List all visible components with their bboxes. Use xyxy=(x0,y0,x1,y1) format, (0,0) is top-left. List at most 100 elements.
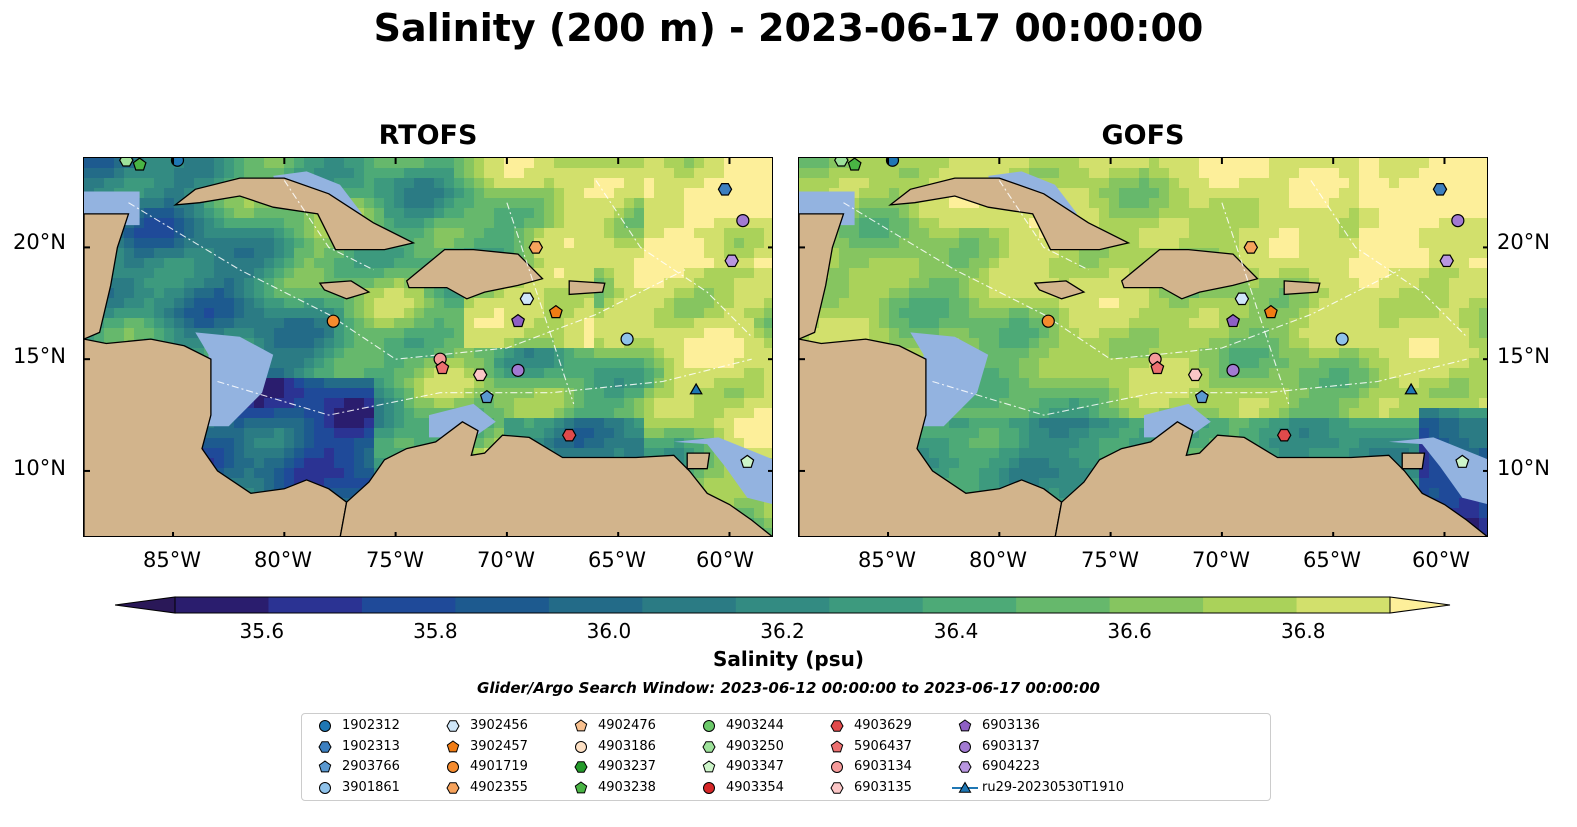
obs-marker-ru29-20230530T1910[interactable] xyxy=(689,382,703,395)
observation-legend: 1902312 1902313 2903766 3901861 3902456 39024… xyxy=(301,713,1271,801)
obs-marker-3902456[interactable] xyxy=(519,292,535,306)
obs-marker-4902355[interactable] xyxy=(1243,241,1259,254)
legend-marker-icon xyxy=(831,761,843,773)
boundary-line xyxy=(1221,202,1290,405)
obs-marker-5906437[interactable] xyxy=(1150,360,1165,375)
lon-label-70w-rtofs: 70°W xyxy=(477,548,535,572)
lat-label-right-10n: 10°N xyxy=(1497,456,1550,480)
land-mass xyxy=(888,177,1131,251)
obs-marker-1902313[interactable] xyxy=(717,183,733,196)
land-mass xyxy=(405,248,544,300)
colorbar-tick-label: 36.2 xyxy=(760,619,805,643)
land-mass xyxy=(1033,280,1086,300)
land-mass xyxy=(686,452,711,470)
obs-marker-6903137[interactable] xyxy=(1451,213,1465,228)
legend-item-label: 3902456 xyxy=(470,718,528,733)
obs-marker-4901719[interactable] xyxy=(326,314,340,328)
obs-marker-4903347[interactable] xyxy=(740,454,755,468)
obs-marker-3901861[interactable] xyxy=(1335,332,1349,346)
obs-marker-3902457[interactable] xyxy=(548,304,563,319)
boundary-line xyxy=(1310,180,1468,338)
boundary-line xyxy=(217,358,752,416)
obs-marker-6903137b[interactable] xyxy=(511,363,525,377)
legend-item-label: 1902313 xyxy=(342,738,400,754)
obs-marker-1902313[interactable] xyxy=(1432,183,1448,196)
obs-marker-6903137[interactable] xyxy=(736,213,750,228)
legend-item-label: 6903137 xyxy=(982,738,1040,754)
obs-marker-6904223[interactable] xyxy=(1439,254,1454,268)
obs-marker-6903137b[interactable] xyxy=(1226,363,1240,377)
land-mass xyxy=(318,280,371,300)
legend-marker-icon xyxy=(702,760,716,773)
boundary-line xyxy=(595,180,753,338)
lat-label-left-15n: 15°N xyxy=(13,344,66,368)
shelf-area xyxy=(429,403,496,438)
boundary-line xyxy=(998,180,1089,271)
legend-item-label: 4902355 xyxy=(470,779,528,795)
obs-marker-2903766[interactable] xyxy=(479,389,494,404)
legend-marker-icon xyxy=(702,740,716,753)
shelf-area xyxy=(673,437,772,504)
figure-title: Salinity (200 m) - 2023-06-17 00:00:00 xyxy=(373,6,1204,50)
obs-marker-4901719[interactable] xyxy=(1041,314,1055,328)
legend-marker-icon xyxy=(830,739,844,752)
obs-marker-2903766[interactable] xyxy=(1194,389,1209,404)
land-mass xyxy=(1283,280,1321,296)
legend-item-label: 5906437 xyxy=(854,738,912,754)
shelf-area xyxy=(910,332,989,427)
obs-marker-4903250[interactable] xyxy=(119,158,134,167)
legend-marker-icon xyxy=(703,720,715,732)
colorbar-label: Salinity (psu) xyxy=(712,647,864,671)
legend-item-label: 4903244 xyxy=(726,718,784,733)
obs-marker-1902312[interactable] xyxy=(170,158,185,167)
legend-marker-icon xyxy=(952,780,978,793)
obs-marker-4903347[interactable] xyxy=(1455,454,1470,468)
obs-marker-4903629[interactable] xyxy=(1276,428,1292,442)
panel-title-rtofs: RTOFS xyxy=(378,120,478,151)
obs-marker-3901861[interactable] xyxy=(620,332,634,346)
land-mass xyxy=(1054,421,1487,536)
colorbar-bin xyxy=(1296,597,1391,613)
legend-marker-icon xyxy=(574,719,588,732)
lon-label-80w-gofs: 80°W xyxy=(969,548,1027,572)
obs-marker-1902312[interactable] xyxy=(885,158,900,167)
obs-marker-3902456[interactable] xyxy=(1234,292,1250,306)
obs-marker-4903238[interactable] xyxy=(132,158,147,171)
obs-marker-3902457[interactable] xyxy=(1263,304,1278,319)
obs-marker-5906437[interactable] xyxy=(435,360,450,375)
colorbar-bin xyxy=(735,597,830,613)
map-panel-gofs[interactable] xyxy=(798,157,1488,537)
obs-marker-4903629[interactable] xyxy=(561,428,577,442)
obs-marker-6903136[interactable] xyxy=(511,313,526,328)
legend-item-label: 6904223 xyxy=(982,759,1040,774)
lon-label-75w-gofs: 75°W xyxy=(1081,548,1139,572)
map-panel-rtofs[interactable] xyxy=(83,157,773,537)
obs-marker-4903238[interactable] xyxy=(847,158,862,171)
colorbar-bin xyxy=(175,597,269,613)
obs-marker-4902355[interactable] xyxy=(528,241,544,254)
obs-marker-6903135[interactable] xyxy=(1187,368,1203,382)
lon-label-80w-rtofs: 80°W xyxy=(254,548,312,572)
lat-label-left-20n: 20°N xyxy=(13,230,66,254)
colorbar-bin xyxy=(548,597,643,613)
legend-item-label: 4903347 xyxy=(726,759,784,774)
obs-marker-6904223[interactable] xyxy=(724,254,739,268)
search-window-text: Glider/Argo Search Window: 2023-06-12 00… xyxy=(477,679,1100,697)
salinity-colorbar xyxy=(115,596,1451,614)
boundary-line xyxy=(932,358,1467,416)
obs-marker-ru29-20230530T1910[interactable] xyxy=(1404,382,1418,395)
obs-marker-6903135[interactable] xyxy=(472,368,488,382)
legend-marker-icon xyxy=(319,781,331,794)
legend-marker-icon xyxy=(318,740,332,753)
legend-marker-icon xyxy=(574,780,588,793)
legend-marker-icon xyxy=(318,760,332,773)
shelf-area xyxy=(1388,437,1487,504)
legend-marker-icon xyxy=(574,761,588,773)
obs-marker-6903136[interactable] xyxy=(1226,313,1241,328)
colorbar-bin xyxy=(268,597,363,613)
obs-marker-4903250[interactable] xyxy=(834,158,849,167)
legend-item-label: 3902457 xyxy=(470,738,528,754)
colorbar-bin xyxy=(1203,597,1298,613)
legend-item-label: 6903136 xyxy=(982,718,1040,733)
lat-label-right-15n: 15°N xyxy=(1497,344,1550,368)
